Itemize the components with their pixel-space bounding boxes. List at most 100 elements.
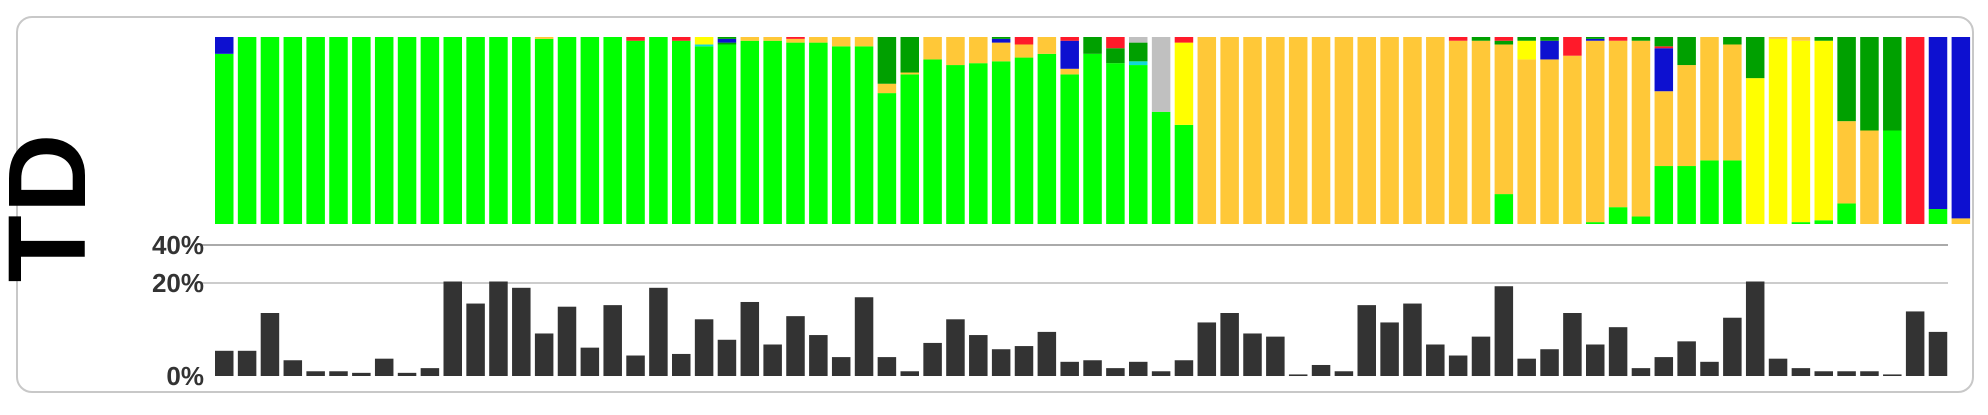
stacked-segment: [1517, 59, 1536, 224]
value-bar: [1060, 361, 1079, 376]
stacked-segment: [1791, 222, 1811, 224]
stacked-segment: [649, 37, 668, 224]
stacked-segment: [854, 37, 874, 47]
stacked-segment: [1380, 37, 1399, 224]
value-bar: [1700, 361, 1719, 376]
stacked-segment: [1723, 44, 1742, 161]
value-bar: [923, 342, 942, 377]
value-bar: [489, 281, 508, 376]
value-bar: [1220, 313, 1239, 376]
stacked-segment: [1837, 203, 1856, 224]
stacked-segment: [763, 40, 782, 224]
value-bar: [763, 344, 782, 376]
stacked-segment: [1723, 160, 1742, 224]
stacked-segment: [1768, 37, 1788, 39]
stacked-segment: [1540, 40, 1559, 60]
stacked-segment: [1814, 40, 1833, 221]
y-tick-label: 20%: [152, 268, 204, 298]
stacked-segment: [1540, 59, 1559, 224]
stacked-segment: [717, 37, 737, 39]
value-bar: [1494, 286, 1514, 377]
stacked-segment: [1014, 44, 1034, 58]
stacked-segment: [991, 42, 1011, 62]
value-bar: [397, 372, 417, 376]
value-bar: [1197, 322, 1217, 376]
value-bar: [1928, 331, 1948, 376]
stacked-segment: [1631, 40, 1651, 217]
stacked-segment: [1608, 207, 1628, 224]
value-bar: [1448, 355, 1468, 376]
stacked-segment: [1220, 37, 1239, 224]
stacked-segment: [1037, 53, 1057, 224]
value-bar: [580, 347, 600, 376]
value-bar: [1151, 371, 1171, 376]
stacked-segment: [1951, 218, 1971, 224]
stacked-segment: [1174, 42, 1194, 125]
value-bar: [649, 287, 668, 376]
value-bar: [1837, 371, 1856, 376]
stacked-segment: [1083, 53, 1102, 224]
stacked-segment: [466, 37, 485, 224]
stacked-segment: [1129, 42, 1148, 62]
stacked-segment: [1608, 40, 1628, 208]
stacked-segment: [717, 38, 737, 43]
value-bar: [809, 335, 828, 376]
stacked-segment: [534, 38, 554, 225]
stacked-segment: [877, 83, 897, 94]
stacked-segment: [1129, 61, 1148, 66]
stacked-segment: [1151, 111, 1171, 224]
value-bar: [946, 319, 965, 376]
value-bar: [420, 368, 440, 377]
stacked-segment: [900, 37, 919, 73]
value-bar: [717, 339, 737, 376]
value-bar: [1723, 317, 1742, 377]
stacked-segment: [1883, 130, 1902, 224]
value-bar: [1129, 361, 1148, 376]
value-bar: [1174, 360, 1194, 376]
stacked-segment: [946, 65, 965, 224]
stacked-segment: [1060, 37, 1079, 41]
value-bar: [1243, 333, 1262, 377]
stacked-segment: [534, 37, 554, 39]
value-bar: [969, 335, 988, 376]
stacked-segment: [1745, 78, 1765, 224]
stacked-segment: [1586, 38, 1605, 41]
stacked-segment: [557, 37, 577, 224]
stacked-segment: [443, 37, 462, 224]
value-bar: [877, 357, 897, 376]
stacked-segment: [1129, 65, 1148, 224]
stacked-segment: [1928, 209, 1948, 224]
stacked-segment: [1905, 37, 1925, 224]
stacked-segment: [283, 37, 303, 224]
value-bar: [1471, 336, 1491, 377]
stacked-segment: [717, 44, 737, 225]
stacked-segment: [1700, 37, 1719, 161]
value-bar: [1380, 322, 1399, 376]
stacked-segment: [1654, 37, 1674, 47]
stacked-segment: [1814, 37, 1833, 41]
stacked-segment: [1700, 160, 1719, 224]
stacked-segment: [626, 40, 645, 224]
stacked-segment: [1311, 37, 1331, 224]
value-bar: [512, 287, 531, 376]
value-bar: [1745, 281, 1765, 376]
stacked-segment: [215, 37, 234, 54]
stacked-segment: [1494, 37, 1514, 41]
stacked-segment: [1471, 40, 1491, 224]
stacked-segment: [1814, 220, 1833, 224]
stacked-segment: [1174, 37, 1194, 43]
stacked-segment: [991, 38, 1011, 43]
stacked-segment: [1517, 37, 1536, 41]
stacked-segment: [1768, 38, 1788, 225]
stacked-segment: [854, 46, 874, 224]
stacked-segment: [763, 37, 782, 41]
stacked-segment: [1106, 48, 1125, 64]
value-bar: [831, 357, 851, 376]
stacked-segment: [1563, 55, 1582, 225]
value-bar: [1654, 357, 1674, 376]
stacked-segment: [1517, 40, 1536, 60]
stacked-segment: [1860, 37, 1879, 131]
stacked-segment: [740, 37, 760, 41]
stacked-segment: [260, 37, 280, 224]
